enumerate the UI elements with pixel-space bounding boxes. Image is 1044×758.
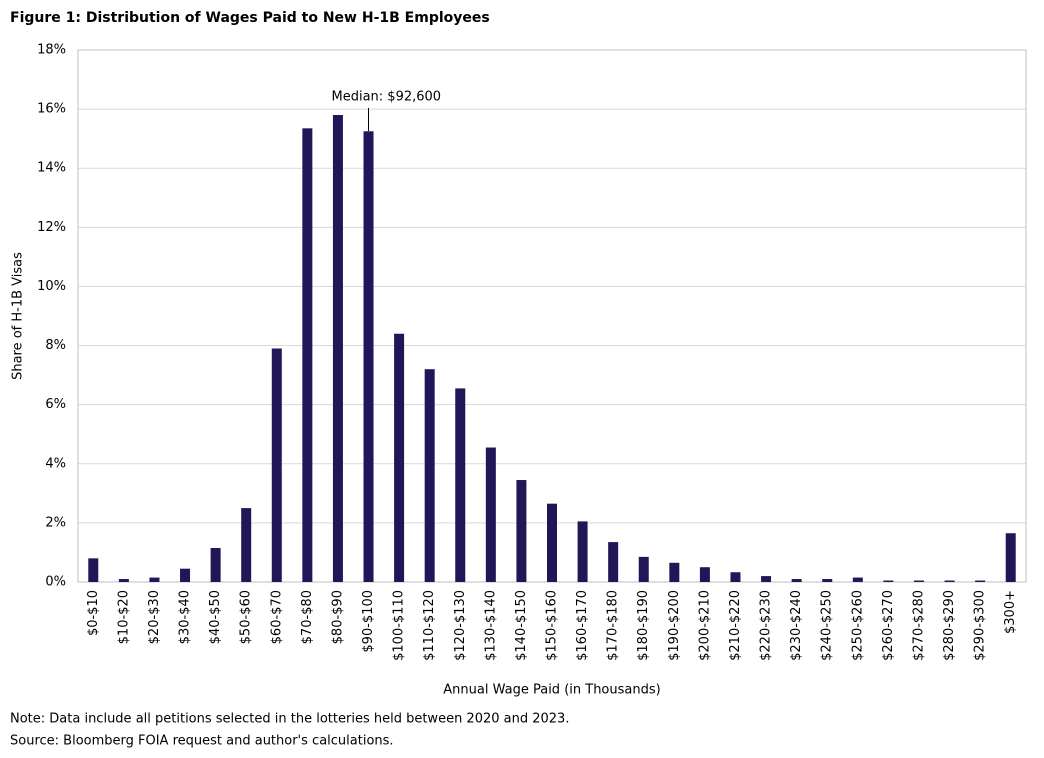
x-tick-label: $240-$250 <box>820 590 835 661</box>
bar <box>455 388 466 582</box>
bar <box>608 542 619 582</box>
y-tick-label: 4% <box>45 456 66 471</box>
bar <box>363 131 374 582</box>
bar <box>822 579 833 582</box>
x-tick-label: $220-$230 <box>759 590 774 661</box>
x-tick-label: $160-$170 <box>575 590 590 661</box>
bar <box>944 580 955 582</box>
x-tick-label: $10-$20 <box>116 590 131 644</box>
x-tick-label: $60-$70 <box>269 590 284 644</box>
x-tick-label: $270-$280 <box>911 590 926 661</box>
x-tick-label: $170-$180 <box>606 590 621 661</box>
bar <box>699 567 710 582</box>
bar <box>547 503 557 582</box>
x-tick-label: $180-$190 <box>636 590 651 661</box>
chart-title: Figure 1: Distribution of Wages Paid to … <box>10 10 490 26</box>
x-tick-label: $280-$290 <box>942 590 957 661</box>
x-tick-label: $50-$60 <box>239 590 254 644</box>
x-tick-label: $200-$210 <box>697 590 712 661</box>
x-tick-label: $80-$90 <box>330 590 345 644</box>
bar <box>883 580 894 582</box>
y-tick-label: 10% <box>37 279 66 294</box>
y-tick-label: 18% <box>37 43 66 58</box>
x-tick-label: $150-$160 <box>545 590 560 661</box>
y-tick-label: 14% <box>37 161 66 176</box>
bar <box>1005 533 1016 582</box>
bar <box>485 447 496 582</box>
bar <box>302 128 313 583</box>
x-tick-label: $250-$260 <box>850 590 865 661</box>
bar <box>332 115 343 583</box>
note: Note: Data include all petitions selecte… <box>10 712 569 727</box>
plot-border <box>77 49 1027 583</box>
x-tick-label: $30-$40 <box>178 590 193 644</box>
bar <box>394 333 405 582</box>
y-tick-label: 12% <box>37 220 66 235</box>
y-tick-label: 2% <box>45 515 66 530</box>
y-tick-label: 8% <box>45 338 66 353</box>
x-axis-title: Annual Wage Paid (in Thousands) <box>443 683 660 698</box>
bar <box>730 572 741 582</box>
bar <box>424 369 435 582</box>
y-axis-title: Share of H-1B Visas <box>11 252 26 380</box>
bar <box>669 562 680 582</box>
bar <box>271 348 282 582</box>
bar <box>210 548 221 582</box>
x-tick-label: $210-$220 <box>728 590 743 661</box>
bar <box>149 577 160 582</box>
bar <box>913 580 924 582</box>
x-tick-label: $70-$80 <box>300 590 315 644</box>
bar <box>761 576 772 582</box>
source: Source: Bloomberg FOIA request and autho… <box>10 734 394 749</box>
x-tick-label: $190-$200 <box>667 590 682 661</box>
bar <box>577 521 588 582</box>
bar <box>852 577 863 582</box>
bar <box>638 556 649 582</box>
bar <box>241 508 252 582</box>
y-tick-label: 6% <box>45 397 66 412</box>
x-tick-label: $130-$140 <box>483 590 498 661</box>
bar <box>118 579 129 582</box>
x-tick-label: $230-$240 <box>789 590 804 661</box>
x-tick-label: $90-$100 <box>361 590 376 653</box>
x-tick-label: $110-$120 <box>422 590 437 661</box>
bar <box>975 580 986 582</box>
bar <box>180 568 191 582</box>
bar <box>88 558 99 582</box>
y-tick-label: 16% <box>37 102 66 117</box>
x-tick-label: $140-$150 <box>514 590 529 661</box>
x-tick-label: $20-$30 <box>147 590 162 644</box>
x-tick-label: $40-$50 <box>208 590 223 644</box>
annotation: Median: $92,600 <box>332 90 442 105</box>
y-tick-label: 0% <box>45 575 66 590</box>
x-tick-label: $300+ <box>1003 590 1018 634</box>
bar <box>791 579 802 582</box>
x-tick-label: $100-$110 <box>392 590 407 661</box>
bar <box>516 480 527 582</box>
x-tick-label: $0-$10 <box>86 590 101 636</box>
x-tick-label: $260-$270 <box>881 590 896 661</box>
x-tick-label: $290-$300 <box>973 590 988 661</box>
x-tick-label: $120-$130 <box>453 590 468 661</box>
